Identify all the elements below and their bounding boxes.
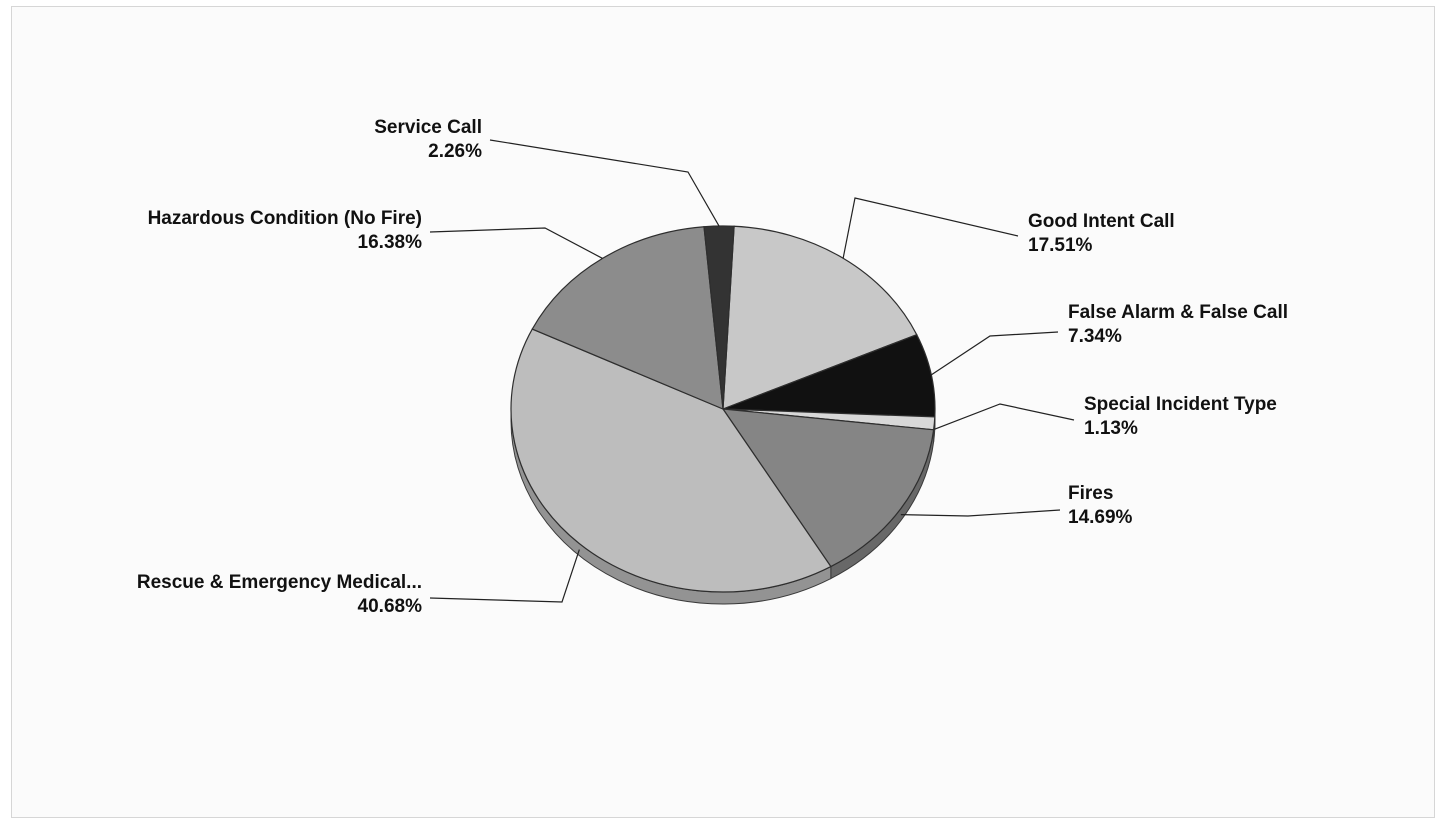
pie-slice-rescue-emergency-medical: [510, 328, 832, 593]
slice-name-label: False Alarm & False Call: [1068, 302, 1288, 323]
slice-percent-label: 40.68%: [358, 596, 423, 617]
leader-line-fires: [900, 509, 1061, 517]
pie-slice-service-call: [703, 225, 735, 410]
leader-line-special-incident-type: [934, 403, 1075, 430]
leader-line-false-alarm-false-call: [930, 331, 1059, 376]
leader-line-good-intent-call: [842, 197, 1019, 259]
leader-line-rescue-emergency-medical: [429, 549, 580, 603]
slice-percent-label: 14.69%: [1068, 507, 1133, 528]
leader-line-service-call: [489, 139, 720, 227]
slice-percent-label: 2.26%: [428, 141, 482, 162]
slice-percent-label: 16.38%: [358, 232, 423, 253]
slice-name-label: Service Call: [374, 117, 482, 138]
pie-slice-false-alarm-false-call: [722, 333, 936, 418]
slice-name-label: Hazardous Condition (No Fire): [148, 208, 422, 229]
pie-slice-fires: [721, 408, 935, 568]
slice-percent-label: 1.13%: [1084, 418, 1138, 439]
slice-percent-label: 7.34%: [1068, 326, 1122, 347]
slice-percent-label: 17.51%: [1028, 235, 1093, 256]
pie-slice-good-intent-call: [722, 225, 918, 410]
slice-name-label: Fires: [1068, 483, 1113, 504]
leader-line-hazardous-condition-no-fire: [429, 227, 603, 259]
slice-name-label: Rescue & Emergency Medical...: [137, 572, 422, 593]
slice-name-label: Good Intent Call: [1028, 211, 1175, 232]
slice-name-label: Special Incident Type: [1084, 394, 1277, 415]
